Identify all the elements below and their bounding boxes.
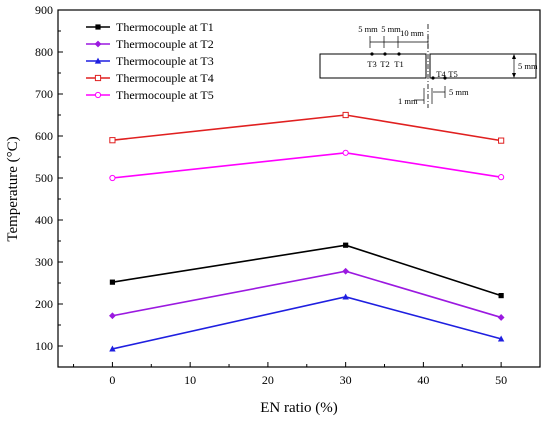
series-2 [109, 267, 505, 321]
legend-marker [94, 57, 102, 64]
left-bar [319, 53, 427, 79]
legend-item: Thermocouple at T3 [86, 54, 214, 68]
data-point [343, 242, 349, 248]
right-spacing-label: 5 mm [449, 87, 469, 97]
y-tick-label: 200 [35, 297, 53, 311]
series-line [112, 114, 502, 142]
y-axis-label: Temperature (°C) [5, 136, 21, 241]
spacing-label: 5 mm [358, 24, 378, 34]
legend-marker [94, 74, 102, 82]
data-point [498, 137, 505, 144]
y-tick-label: 100 [35, 339, 53, 353]
legend: Thermocouple at T1 Thermocouple at T2 Ther… [86, 20, 214, 102]
arrow-head [512, 54, 516, 59]
data-point [498, 293, 504, 299]
x-tick-label: 10 [184, 373, 196, 387]
data-point [497, 335, 505, 342]
legend-item: Thermocouple at T4 [86, 71, 214, 85]
y-tick-label: 800 [35, 45, 53, 59]
data-point [109, 279, 116, 285]
spacing-label: 10 mm [400, 28, 424, 38]
legend-label: Thermocouple at T4 [116, 71, 214, 85]
y-tick-label: 700 [35, 87, 53, 101]
x-tick-label: 0 [109, 373, 115, 387]
data-point [342, 267, 350, 275]
axes: 0 10 20 30 40 50 100 200 300 400 500 600 700 800 900 [35, 3, 541, 387]
series-3 [109, 293, 505, 352]
thermocouple-label: T5 [448, 69, 457, 79]
legend-label: Thermocouple at T5 [116, 88, 214, 102]
data-point [497, 314, 505, 321]
y-tick-label: 500 [35, 171, 53, 185]
x-tick-label: 20 [262, 373, 274, 387]
thickness-label: 5 mm [518, 61, 538, 71]
legend-label: Thermocouple at T3 [116, 54, 214, 68]
data-point [342, 111, 349, 119]
series-line [112, 244, 502, 297]
data-point [109, 137, 116, 144]
gap-label: 1 mm [398, 96, 418, 106]
plot-frame [57, 9, 541, 368]
y-tick-label: 600 [35, 129, 53, 143]
thermocouple-point [431, 76, 435, 80]
data-point [109, 312, 116, 320]
thermocouple-point [443, 76, 447, 80]
y-tick-label: 900 [35, 3, 53, 17]
x-axis-label: EN ratio (%) [260, 400, 337, 416]
right-bar [429, 53, 537, 79]
thermocouple-point [383, 52, 387, 56]
data-point [109, 345, 116, 352]
thermocouple-label: T4 [436, 69, 446, 79]
thermocouple-label: T2 [380, 59, 389, 69]
y-tick-label: 400 [35, 213, 53, 227]
x-tick-label: 30 [340, 373, 352, 387]
data-point [342, 293, 349, 300]
series-5 [109, 149, 505, 182]
spacing-label: 5 mm [381, 24, 401, 34]
thermocouple-point [397, 52, 401, 56]
legend-label: Thermocouple at T2 [116, 37, 214, 51]
series-1 [109, 242, 504, 299]
data-point [498, 174, 505, 181]
legend-marker [94, 91, 102, 99]
data-point [109, 174, 116, 182]
series-4 [109, 111, 505, 144]
legend-item: Thermocouple at T5 [86, 88, 214, 102]
x-tick-label: 50 [495, 373, 507, 387]
legend-item: Thermocouple at T2 [86, 37, 214, 51]
legend-marker [95, 24, 101, 30]
series-line [112, 270, 502, 319]
series-layer [109, 111, 505, 352]
series-line [112, 151, 502, 179]
arrow-head [512, 73, 516, 78]
x-tick-label: 40 [417, 373, 429, 387]
legend-label: Thermocouple at T1 [116, 20, 214, 34]
thermocouple-label: T3 [367, 59, 376, 69]
legend-item: Thermocouple at T1 [86, 20, 214, 34]
thermocouple-label: T1 [394, 59, 403, 69]
thermocouple-point [370, 52, 374, 56]
y-tick-label: 300 [35, 255, 53, 269]
legend-marker [94, 40, 102, 48]
data-point [342, 149, 349, 156]
